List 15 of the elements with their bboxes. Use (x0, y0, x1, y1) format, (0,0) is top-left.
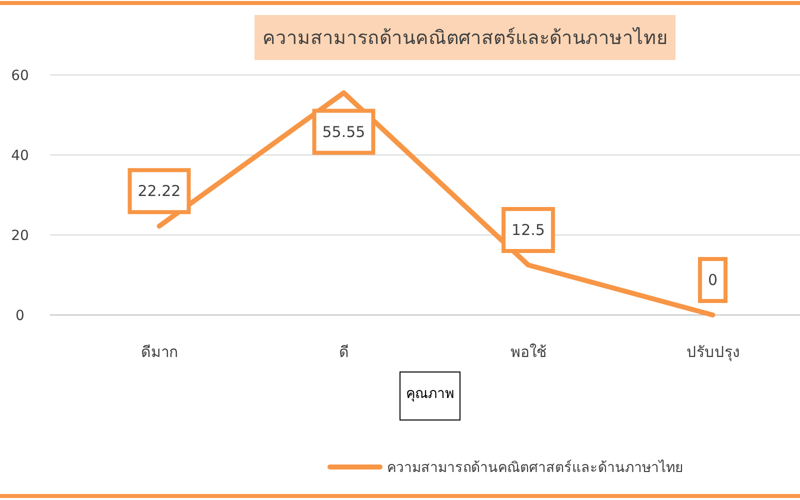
data-label: 22.22 (138, 182, 181, 200)
x-tick-label: ดี (338, 343, 349, 361)
data-label: 0 (708, 271, 718, 289)
x-tick-label: พอใช้ (510, 343, 546, 361)
legend-label: ความสามารถด้านคณิตศาสตร์และด้านภาษาไทย (387, 459, 683, 476)
x-axis-title: คุณภาพ (406, 386, 454, 402)
data-label: 55.55 (322, 122, 366, 141)
y-tick-label: 60 (11, 68, 29, 84)
y-tick-label: 0 (16, 308, 24, 324)
y-tick-label: 40 (11, 148, 29, 164)
x-tick-label: ดีมาก (140, 343, 178, 361)
x-tick-label: ปรับปรุง (686, 343, 740, 362)
y-tick-label: 20 (11, 228, 29, 244)
data-label: 12.5 (512, 221, 545, 239)
chart-title: ความสามารถด้านคณิตศาสตร์และด้านภาษาไทย (262, 27, 668, 49)
